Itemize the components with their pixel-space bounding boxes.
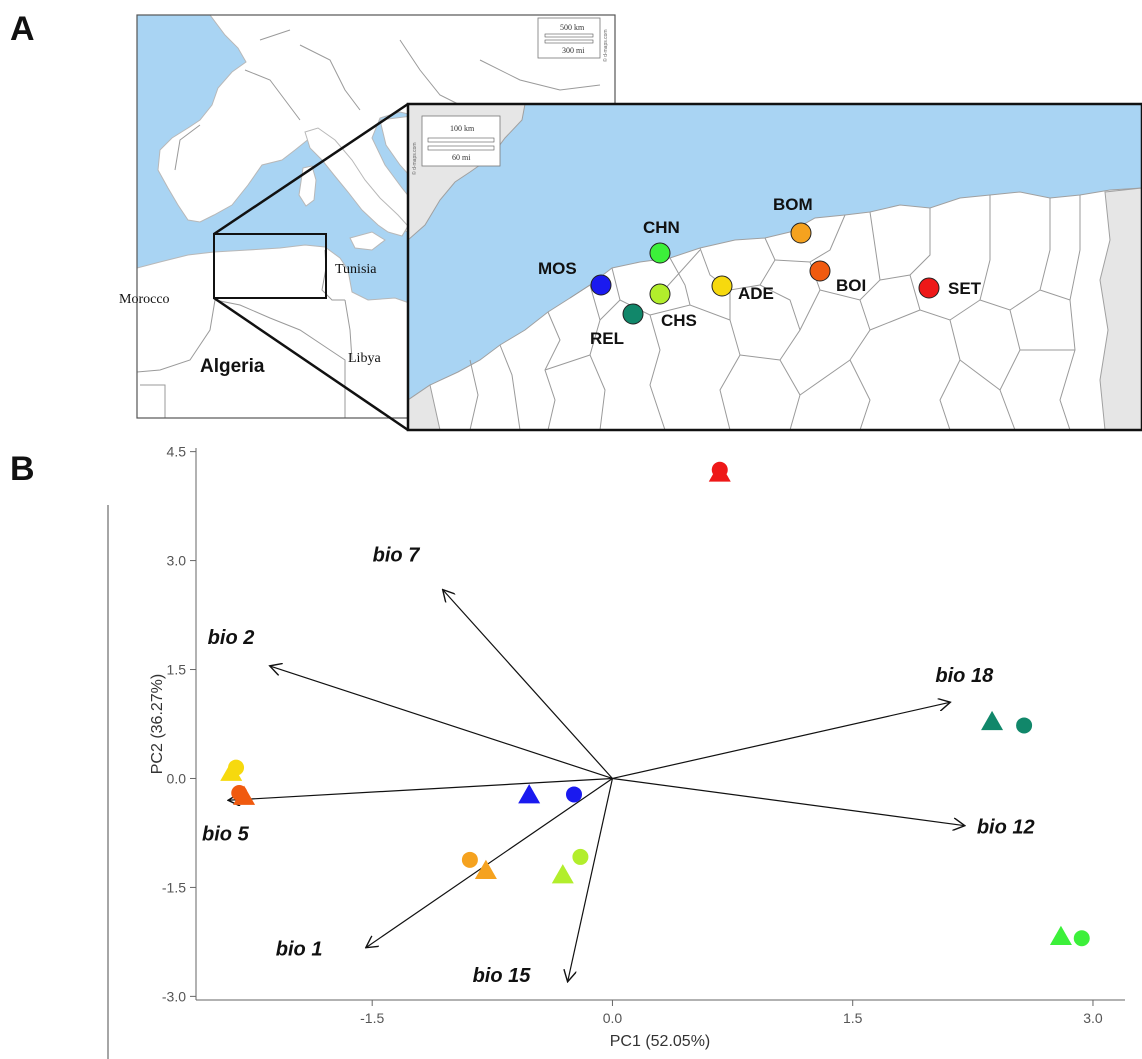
site-chs-label: CHS — [661, 311, 697, 330]
site-boi-marker — [809, 260, 831, 282]
label-morocco: Morocco — [119, 292, 170, 307]
overview-borders — [137, 29, 601, 418]
site-bom: BOM — [773, 195, 813, 244]
sampling-sites: MOS CHN CHS REL ADE BOM — [538, 195, 982, 348]
vector-label-bio1: bio 1 — [276, 939, 323, 961]
loading-vector-bio7 — [443, 590, 613, 779]
site-bom-label: BOM — [773, 195, 813, 214]
vector-label-bio5: bio 5 — [202, 823, 250, 845]
x-tick-label: 3.0 — [1083, 1010, 1103, 1026]
overview-watermark: © d-maps.com — [602, 29, 609, 62]
site-rel: REL — [590, 303, 644, 348]
site-chs: CHS — [649, 283, 697, 330]
site-chs-marker — [649, 283, 671, 305]
point-mos-circle — [566, 786, 583, 803]
inset-map: 100 km 60 mi © d-maps.com MOS CHN CHS RE… — [406, 102, 1142, 432]
y-tick-label: -1.5 — [162, 879, 186, 895]
vector-label-bio15: bio 15 — [473, 965, 532, 987]
site-mos-marker — [590, 274, 612, 296]
site-rel-label: REL — [590, 329, 624, 348]
sicily-land — [349, 231, 386, 251]
site-boi-label: BOI — [836, 276, 866, 295]
point-boi-triangle — [233, 785, 256, 805]
pca-biplot: -1.5 0.0 1.5 3.0 -3.0 -1.5 0.0 1.5 3.0 4.5 bio 7… — [107, 444, 1125, 1059]
y-tick-label: 0.0 — [167, 770, 187, 786]
site-chn-marker — [649, 242, 671, 264]
label-tunisia: Tunisia — [335, 262, 377, 277]
inset-scale: 100 km 60 mi — [421, 115, 501, 167]
site-set: SET — [918, 277, 982, 299]
loading-vector-bio1 — [366, 777, 613, 947]
zoom-lines — [213, 102, 409, 432]
vector-label-bio12: bio 12 — [977, 817, 1035, 839]
x-tick-label: -1.5 — [360, 1010, 384, 1026]
loading-vector-bio12 — [612, 777, 964, 825]
y-ticks: -3.0 -1.5 0.0 1.5 3.0 4.5 — [162, 444, 196, 1004]
site-bom-marker — [790, 222, 812, 244]
site-chn-label: CHN — [643, 218, 680, 237]
point-rel-triangle — [981, 710, 1004, 731]
site-boi: BOI — [809, 260, 866, 295]
study-region-box — [213, 233, 327, 299]
panel-a-letter: A — [10, 10, 35, 48]
inset-frame — [406, 102, 1142, 432]
site-mos-label: MOS — [538, 259, 577, 278]
panel-b-letter: B — [10, 450, 35, 488]
y-tick-label: 4.5 — [167, 444, 187, 460]
inset-morocco — [408, 384, 441, 430]
site-chn: CHN — [643, 218, 680, 264]
loading-vector-bio18 — [612, 702, 950, 780]
site-rel-marker — [622, 303, 644, 325]
y-tick-label: -3.0 — [162, 988, 186, 1004]
inset-watermark: © d-maps.com — [411, 142, 418, 175]
x-ticks: -1.5 0.0 1.5 3.0 — [360, 1000, 1103, 1026]
site-set-marker — [918, 277, 940, 299]
site-ade: ADE — [711, 275, 774, 303]
y-tick-label: 3.0 — [167, 553, 187, 569]
site-set-label: SET — [948, 279, 982, 298]
overview-scale-km: 500 km — [560, 23, 585, 32]
x-tick-label: 1.5 — [843, 1010, 863, 1026]
score-points — [220, 461, 1090, 947]
loading-vector-bio5 — [228, 777, 613, 800]
x-tick-label: 0.0 — [603, 1010, 623, 1026]
point-chn-triangle — [1049, 925, 1072, 946]
point-chs-circle — [572, 848, 589, 865]
inset-scale-mi: 60 mi — [452, 153, 471, 162]
point-bom-triangle — [474, 859, 497, 879]
label-algeria: Algeria — [200, 356, 265, 377]
loading-vector-bio15 — [568, 778, 614, 981]
point-mos-triangle — [518, 784, 541, 804]
point-bom-circle — [461, 851, 478, 868]
vector-label-bio7: bio 7 — [373, 545, 421, 567]
point-rel-circle — [1016, 717, 1033, 734]
loading-vectors: bio 7 bio 2 bio 18 bio 5 bio 12 bio 1 bio 15 — [202, 545, 1035, 987]
site-ade-label: ADE — [738, 284, 774, 303]
vector-label-bio2: bio 2 — [208, 627, 255, 649]
loading-vector-bio2 — [270, 666, 613, 780]
label-libya: Libya — [348, 351, 381, 366]
inset-tunisia — [1099, 187, 1142, 430]
point-set-triangle — [708, 462, 731, 482]
sardinia-land — [298, 165, 317, 207]
site-mos: MOS — [538, 259, 612, 296]
point-chn-circle — [1073, 930, 1090, 947]
inset-scale-km: 100 km — [450, 124, 475, 133]
x-axis-label: PC1 (52.05%) — [610, 1033, 711, 1050]
overview-scale-mi: 300 mi — [562, 46, 585, 55]
overview-scale: 500 km 300 mi — [537, 17, 601, 59]
y-tick-label: 1.5 — [167, 662, 187, 678]
point-chs-triangle — [551, 864, 574, 884]
y-axis-label: PC2 (36.27%) — [149, 674, 166, 775]
vector-label-bio18: bio 18 — [935, 665, 994, 687]
inset-province-borders — [469, 195, 1081, 430]
site-ade-marker — [711, 275, 733, 297]
point-ade-triangle — [220, 761, 243, 781]
